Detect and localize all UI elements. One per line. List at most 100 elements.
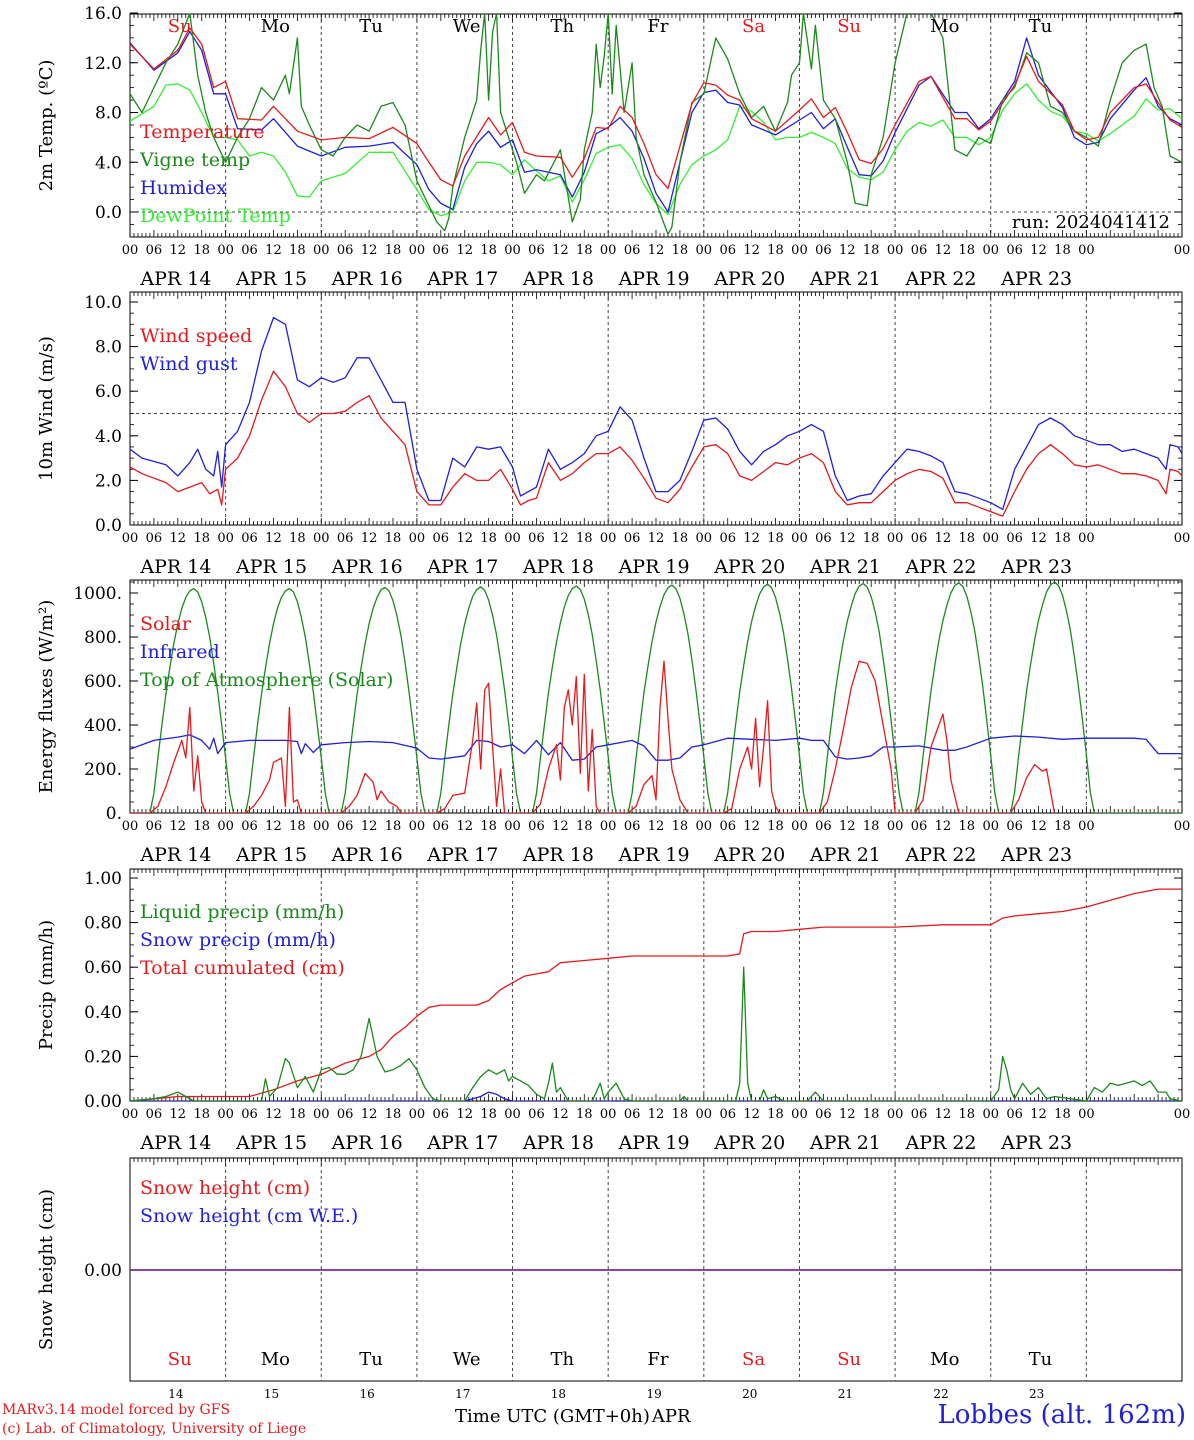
- day-number-label: 22: [933, 1387, 948, 1401]
- hour-tick-label: 00: [1078, 243, 1095, 258]
- day-number-label: 17: [455, 1387, 470, 1401]
- series-line-infrared: [130, 734, 1182, 761]
- hour-tick-label: 00: [504, 531, 521, 546]
- date-label: APR 19: [618, 556, 690, 578]
- hour-tick-label: 00: [504, 1107, 521, 1122]
- hour-tick-label: 06: [815, 531, 832, 546]
- weekday-label: Tu: [359, 16, 383, 37]
- hour-tick-label: 00: [313, 819, 330, 834]
- date-label: APR 14: [139, 844, 211, 866]
- hour-tick-label: 18: [863, 1107, 880, 1122]
- day-number-label: 21: [838, 1387, 853, 1401]
- y-tick-label: 1.00: [84, 869, 122, 889]
- hour-tick-label: 06: [146, 243, 163, 258]
- hour-tick-label: 06: [624, 819, 641, 834]
- hour-tick-label: 18: [863, 243, 880, 258]
- hour-tick-label: 06: [1006, 531, 1023, 546]
- y-tick-label: 8.0: [95, 338, 122, 358]
- hour-tick-label: 18: [289, 243, 306, 258]
- hour-tick-label: 06: [624, 1107, 641, 1122]
- date-label: APR 15: [235, 844, 307, 866]
- date-label: APR 14: [139, 1132, 211, 1154]
- day-number-label: 19: [646, 1387, 661, 1401]
- y-axis-title: Snow height (cm): [36, 1189, 57, 1350]
- hour-tick-label: 00: [504, 819, 521, 834]
- hour-tick-label: 12: [839, 531, 856, 546]
- hour-tick-label: 06: [433, 819, 450, 834]
- weekday-label: Mo: [930, 1349, 959, 1370]
- hour-tick-label: 12: [648, 1107, 665, 1122]
- date-label: APR 16: [331, 844, 403, 866]
- hour-tick-label: 18: [385, 1107, 402, 1122]
- weekday-label: Mo: [930, 16, 959, 37]
- weekday-label: Mo: [261, 16, 290, 37]
- legend-entry: Temperature: [140, 121, 264, 143]
- hour-tick-label: 00: [313, 1107, 330, 1122]
- date-label: APR 15: [235, 1132, 307, 1154]
- date-label: APR 16: [331, 1132, 403, 1154]
- series-line-snow-precip-mm-h-: [130, 1091, 1182, 1101]
- date-label: APR 20: [713, 556, 785, 578]
- y-tick-label: 8.0: [95, 104, 122, 124]
- hour-tick-label: 12: [839, 819, 856, 834]
- hour-tick-label: 00: [982, 243, 999, 258]
- hour-tick-label: 18: [672, 1107, 689, 1122]
- hour-tick-label: 18: [576, 819, 593, 834]
- y-axis-title: 10m Wind (m/s): [36, 336, 57, 481]
- hour-tick-label: 18: [576, 531, 593, 546]
- hour-tick-label: 12: [170, 819, 187, 834]
- hour-tick-label: 18: [672, 243, 689, 258]
- hour-tick-label: 06: [337, 819, 354, 834]
- hour-tick-label: 06: [815, 243, 832, 258]
- y-tick-label: 0.0: [95, 516, 122, 536]
- chart-panel-3: 1000. 800. 600. 400. 200. 0. Energy fluxes (W/…: [36, 579, 1190, 866]
- hour-tick-label: 06: [146, 531, 163, 546]
- hour-tick-label: 12: [839, 243, 856, 258]
- date-label: APR 19: [618, 268, 690, 290]
- series-line-dewpoint-temp: [130, 83, 1182, 217]
- hour-tick-label: 12: [648, 819, 665, 834]
- date-label: APR 15: [235, 556, 307, 578]
- hour-tick-label: 06: [624, 243, 641, 258]
- hour-tick-label: 00: [504, 243, 521, 258]
- legend-entry: Infrared: [140, 641, 220, 663]
- hour-tick-label: 00: [791, 1107, 808, 1122]
- legend-entry: Humidex: [140, 177, 227, 199]
- hour-tick-label: 00: [887, 819, 904, 834]
- date-label: APR 21: [809, 268, 881, 290]
- day-number-label: 18: [551, 1387, 566, 1401]
- hour-tick-label: 06: [528, 819, 545, 834]
- hour-tick-label: 06: [433, 1107, 450, 1122]
- date-label: APR 18: [522, 844, 594, 866]
- plot-frame: [129, 579, 1183, 814]
- hour-tick-label: 00: [1078, 1107, 1095, 1122]
- y-tick-label: 0.: [106, 804, 122, 824]
- hour-tick-label: 12: [552, 1107, 569, 1122]
- credit-line-2: (c) Lab. of Climatology, University of L…: [2, 1421, 307, 1437]
- x-axis-label: Time UTC (GMT+0h) APR: [455, 1406, 691, 1427]
- hour-tick-label: 06: [433, 243, 450, 258]
- hour-tick-label: 18: [480, 531, 497, 546]
- hour-tick-label: 00: [696, 531, 713, 546]
- weekday-label: Fr: [647, 16, 668, 37]
- series-line-temperature: [130, 27, 1182, 190]
- hour-tick-label: 00: [791, 531, 808, 546]
- hour-tick-label: 12: [170, 243, 187, 258]
- hour-tick-label: 18: [480, 1107, 497, 1122]
- date-label: APR 18: [522, 556, 594, 578]
- hour-tick-label: 12: [170, 531, 187, 546]
- date-label: APR 23: [1000, 844, 1072, 866]
- time-label: Time UTC (GMT+0h): [455, 1406, 650, 1427]
- hour-tick-label: 12: [1030, 819, 1047, 834]
- hour-tick-label: 18: [959, 531, 976, 546]
- hour-tick-label: 00: [313, 531, 330, 546]
- date-label: APR 15: [235, 268, 307, 290]
- day-number-label: 15: [264, 1387, 279, 1401]
- y-tick-label: 0.80: [84, 914, 122, 934]
- hour-tick-label: 06: [337, 531, 354, 546]
- station-label: Lobbes (alt. 162m): [937, 1400, 1186, 1430]
- hour-tick-label: 00: [982, 531, 999, 546]
- y-tick-label: 200.: [84, 760, 122, 780]
- hour-tick-label: 12: [648, 531, 665, 546]
- date-label: APR 22: [904, 268, 976, 290]
